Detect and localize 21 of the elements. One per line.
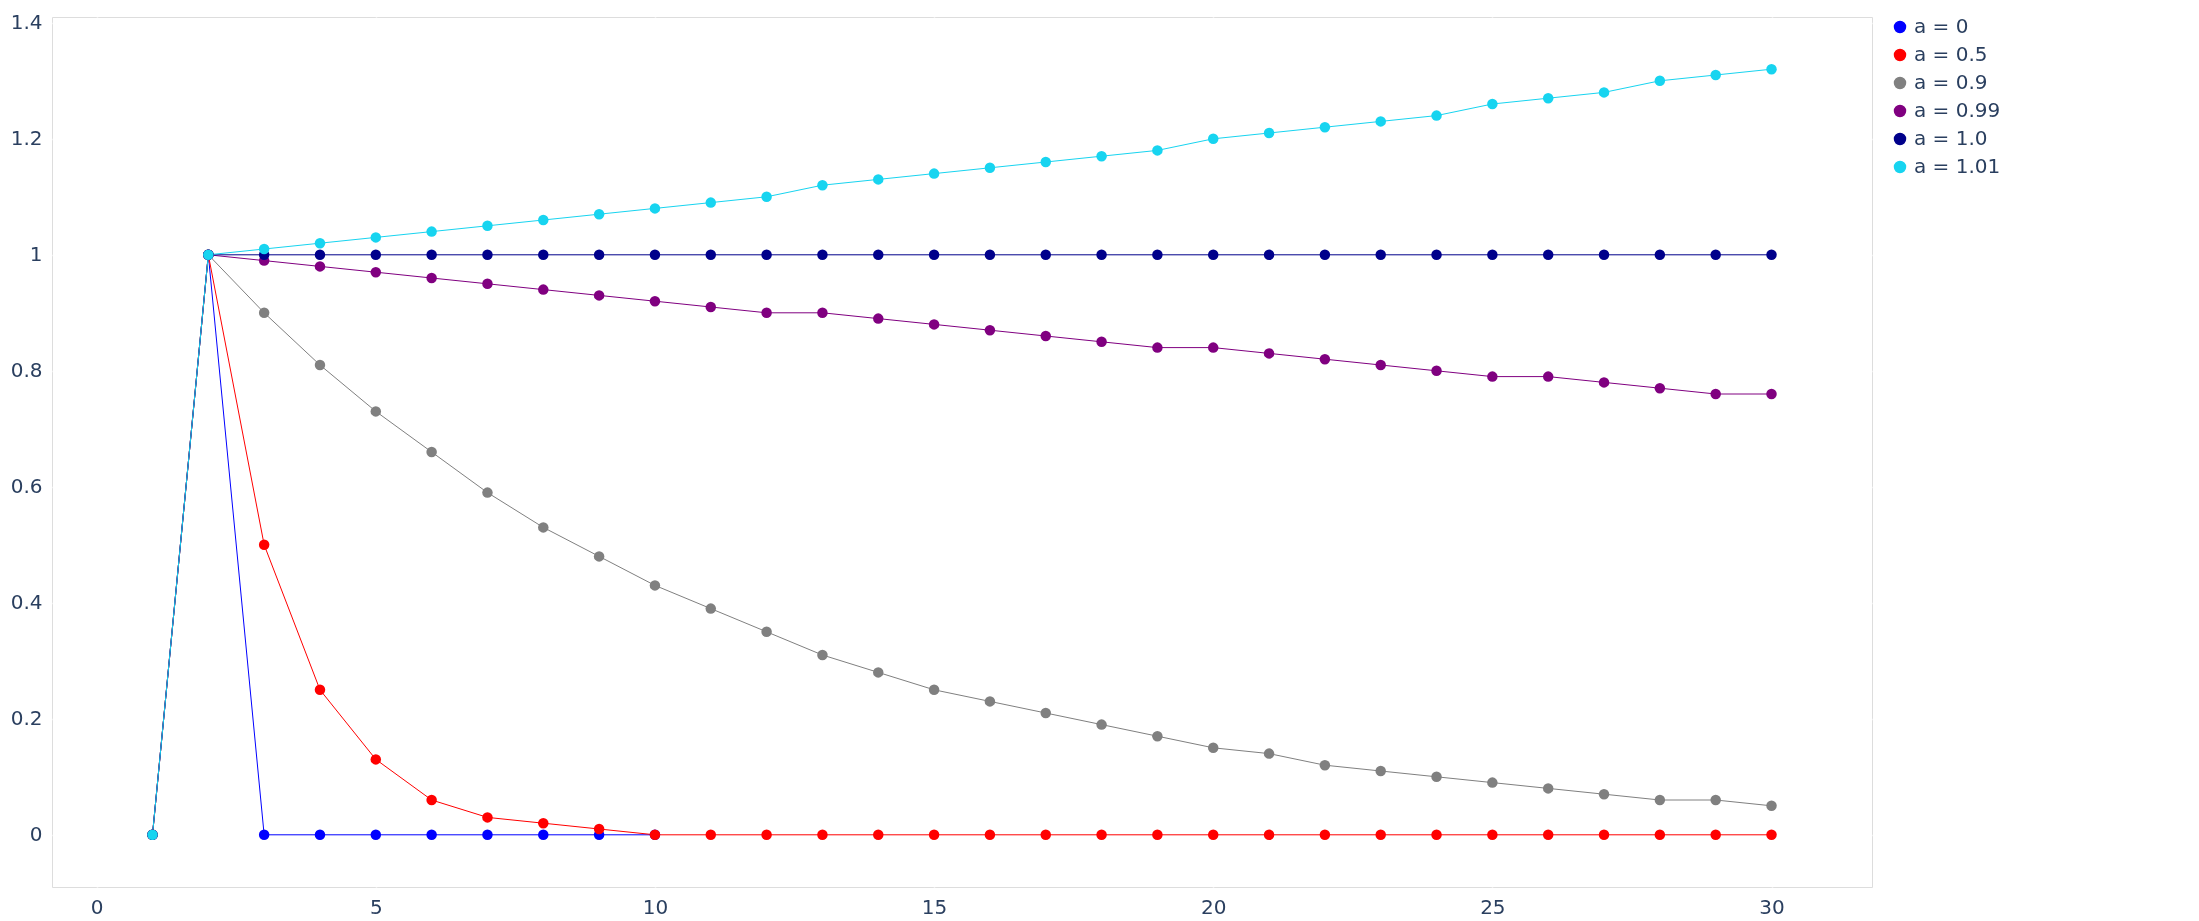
- y-tick-label: 0.2: [10, 706, 43, 731]
- legend-label: a = 0: [1914, 14, 1969, 38]
- y-tick-label: 0.6: [10, 474, 43, 499]
- x-tick-label: 25: [1480, 894, 1506, 919]
- y-tick-label: 0.4: [10, 590, 43, 615]
- x-tick-label: 20: [1201, 894, 1227, 919]
- y-tick-label: 0.8: [10, 358, 43, 383]
- legend-label: a = 1.01: [1914, 154, 2001, 178]
- y-tick-label: 1.4: [10, 10, 43, 35]
- x-tick-label: 15: [921, 894, 948, 919]
- x-tick-label: 30: [1759, 894, 1785, 919]
- x-tick-label: 0: [90, 894, 104, 919]
- x-tick-label: 10: [642, 894, 669, 919]
- legend-label: a = 0.5: [1914, 42, 1988, 66]
- y-tick-label: 1.2: [10, 126, 43, 151]
- legend-label: a = 1.0: [1914, 126, 1988, 150]
- legend-label: a = 0.99: [1914, 98, 2001, 122]
- x-tick-label: 5: [369, 894, 383, 919]
- y-tick-label: 0: [29, 822, 43, 847]
- legend-label: a = 0.9: [1914, 70, 1988, 94]
- y-tick-label: 1: [29, 242, 43, 267]
